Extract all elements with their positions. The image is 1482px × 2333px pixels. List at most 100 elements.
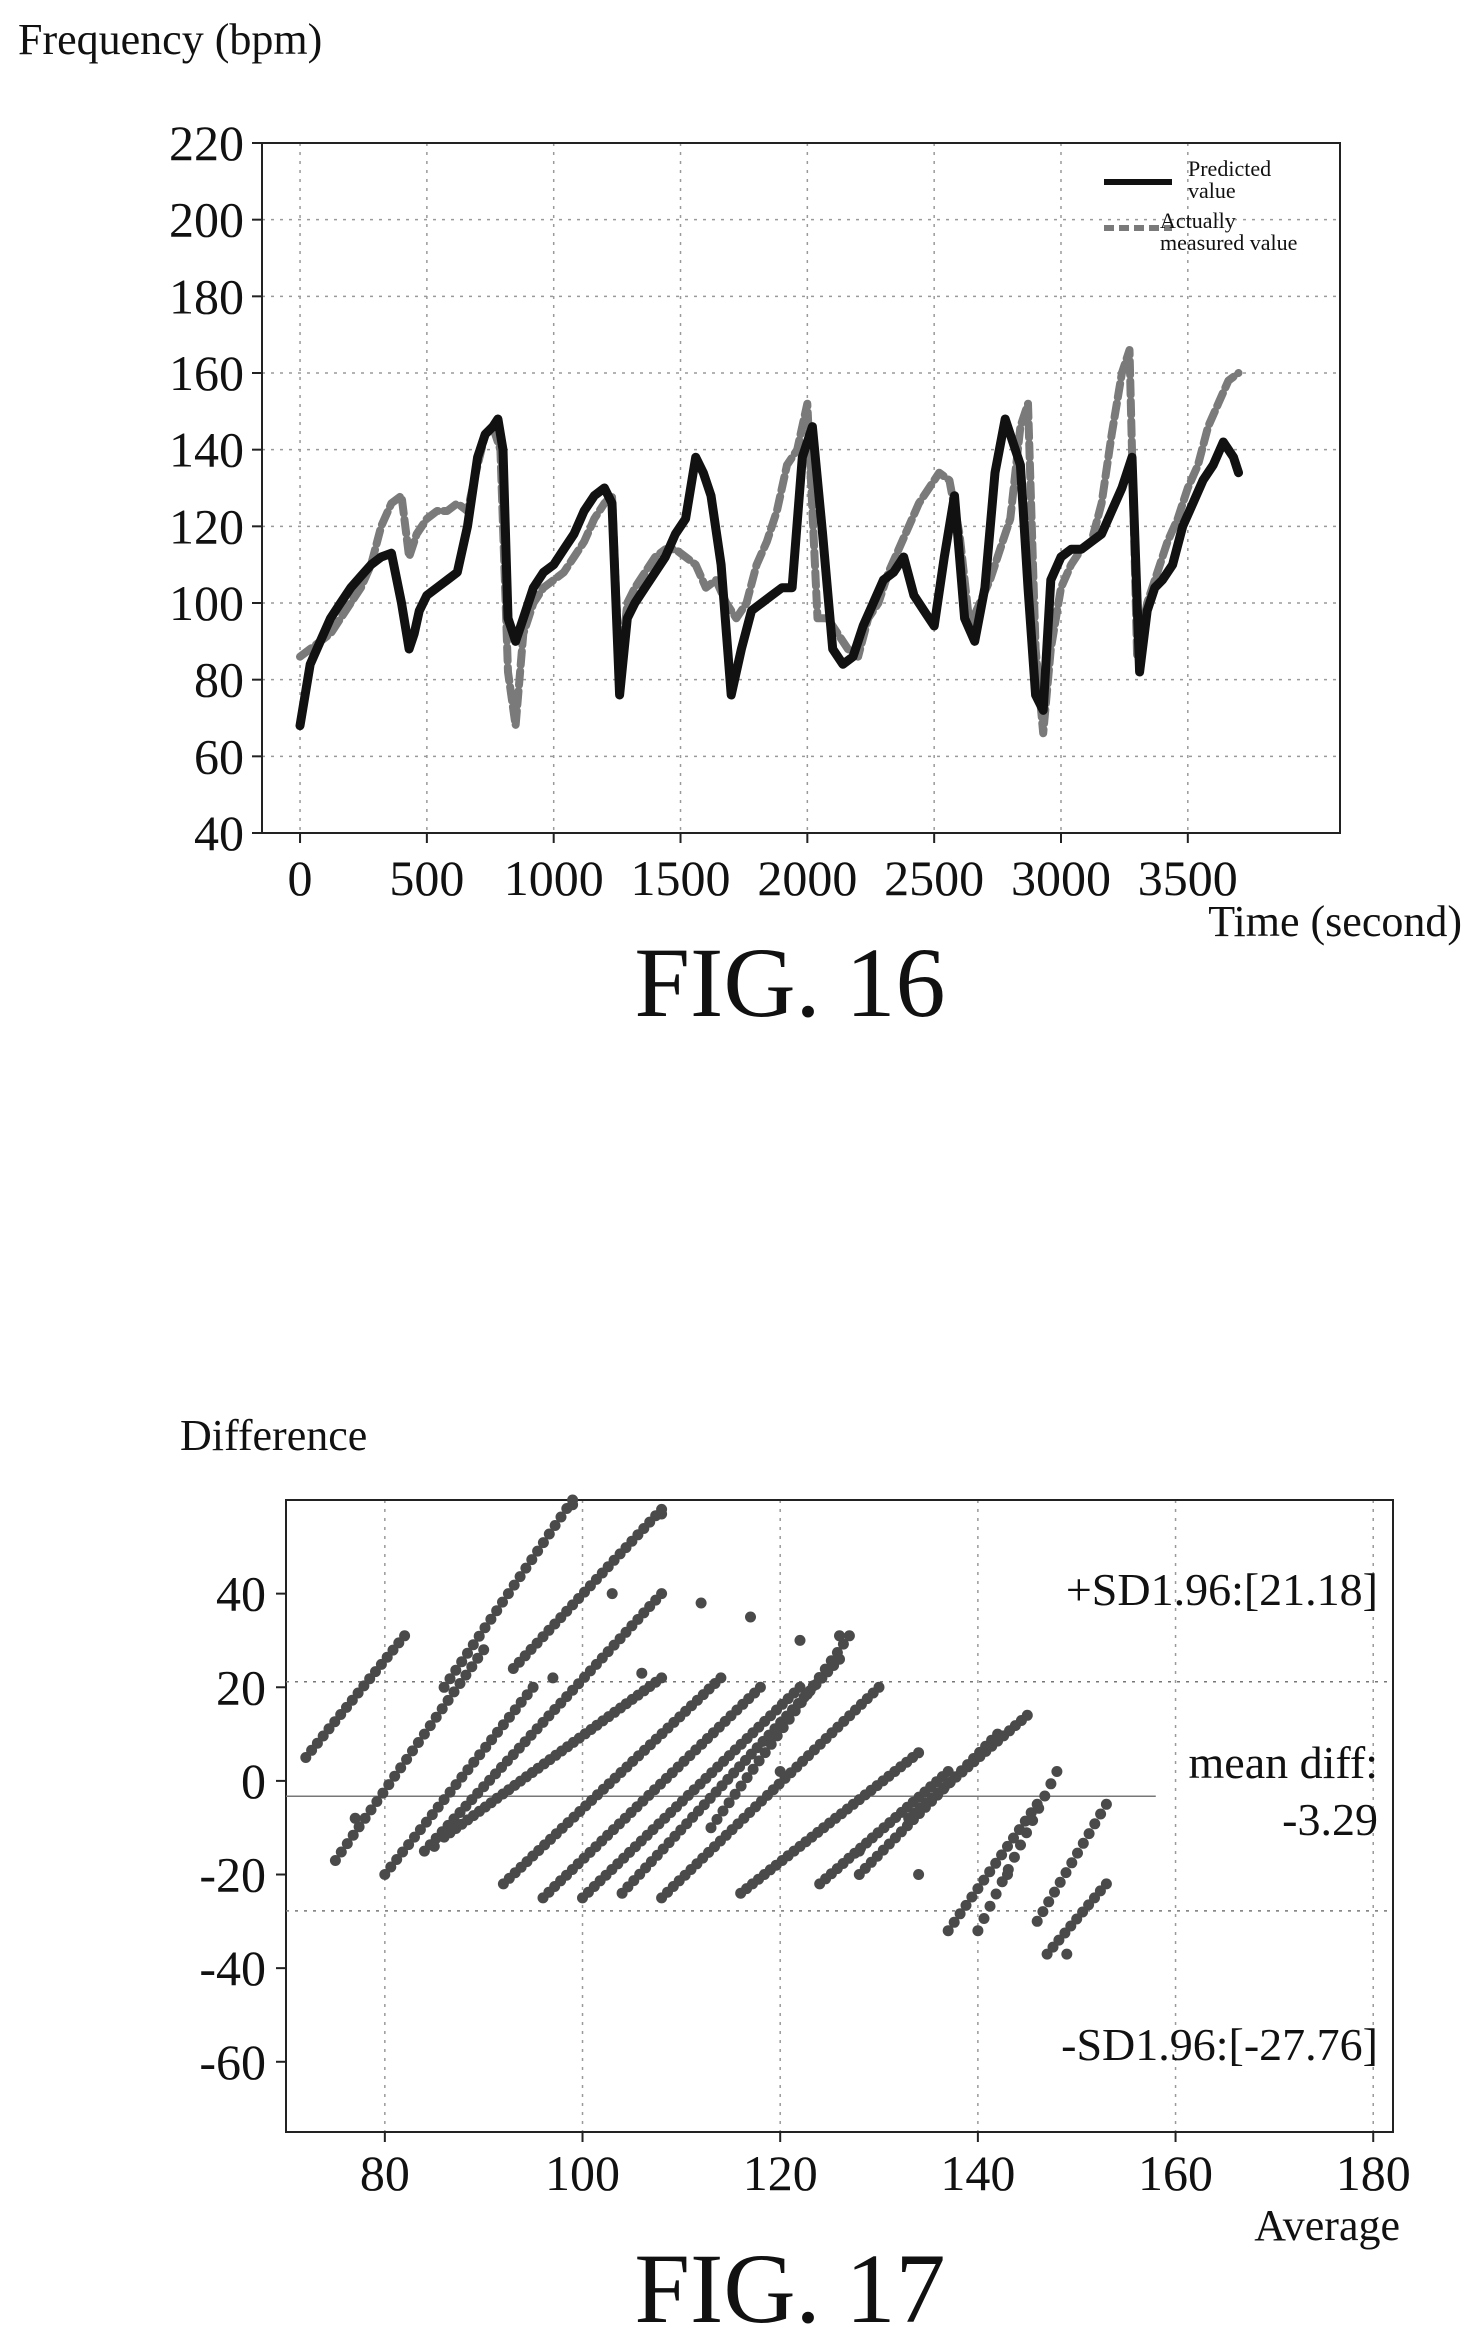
scatter-point	[492, 1726, 503, 1738]
scatter-point	[1002, 1840, 1013, 1852]
scatter-point	[514, 1571, 526, 1583]
scatter-point	[656, 1588, 668, 1600]
fig17-annotations: +SD1.96:[21.18] mean diff: -3.29 -SD1.96…	[1061, 1564, 1378, 2070]
scatter-point	[1100, 1878, 1112, 1890]
scatter-point	[444, 1786, 456, 1798]
legend-predicted-label: Predicted value	[1188, 156, 1271, 203]
scatter-point	[948, 1916, 960, 1928]
scatter-point	[547, 1672, 559, 1684]
fig17-y-tick-label: 40	[216, 1566, 266, 1622]
scatter-point	[1061, 1948, 1073, 1960]
scatter-point	[978, 1913, 990, 1924]
scatter-point	[456, 1656, 468, 1668]
scatter-point	[480, 1741, 492, 1753]
scatter-point	[567, 1499, 579, 1511]
scatter-point	[395, 1762, 407, 1774]
scatter-point	[723, 1797, 735, 1809]
scatter-point	[442, 1694, 454, 1706]
scatter-point	[1015, 1839, 1026, 1851]
scatter-point	[527, 1681, 539, 1693]
scatter-point	[1089, 1818, 1101, 1830]
scatter-point	[729, 1788, 741, 1800]
scatter-point	[656, 1508, 668, 1520]
scatter-point	[438, 1794, 450, 1806]
scatter-point	[349, 1812, 361, 1824]
scatter-point	[717, 1805, 729, 1817]
fig16-y-tick-label: 80	[194, 652, 244, 708]
scatter-point	[359, 1812, 371, 1824]
scatter-point	[491, 1605, 503, 1617]
scatter-point	[407, 1745, 418, 1757]
scatter-point	[353, 1821, 365, 1833]
scatter-point	[747, 1763, 759, 1775]
scatter-point	[705, 1822, 717, 1834]
scatter-point	[329, 1855, 341, 1866]
scatter-point	[430, 1711, 442, 1723]
scatter-point	[795, 1697, 807, 1708]
fig16-x-axis-title: Time (second)	[1208, 897, 1462, 946]
scatter-point	[532, 1545, 544, 1557]
scatter-point	[745, 1611, 756, 1623]
mean-diff-label: mean diff:	[1189, 1737, 1378, 1788]
scatter-point	[984, 1900, 996, 1912]
scatter-point	[456, 1771, 468, 1783]
scatter-point	[774, 1766, 786, 1777]
scatter-point	[467, 1639, 479, 1651]
scatter-point	[834, 1630, 845, 1642]
scatter-point	[420, 1816, 432, 1828]
fig16-legend: Predicted value Actually measured value	[1104, 156, 1297, 255]
scatter-point	[1049, 1886, 1060, 1898]
scatter-point	[385, 1861, 397, 1873]
scatter-point	[409, 1831, 420, 1843]
fig16-y-tick-label: 100	[169, 575, 244, 631]
fig16-y-tick-label: 160	[169, 345, 244, 401]
scatter-point	[401, 1753, 413, 1765]
scatter-point	[783, 1713, 795, 1725]
scatter-point	[438, 1681, 450, 1693]
scatter-point	[1045, 1778, 1057, 1790]
fig17-y-tick-label: -40	[199, 1940, 266, 1996]
scatter-point	[1033, 1802, 1045, 1814]
fig17-plot-frame	[285, 1499, 1394, 2133]
scatter-point	[715, 1672, 727, 1684]
scatter-point	[414, 1824, 426, 1836]
scatter-point	[555, 1511, 567, 1523]
fig17-y-axis-title: Difference	[180, 1411, 367, 1460]
scatter-point	[377, 1787, 389, 1799]
scatter-point	[1051, 1766, 1063, 1777]
fig16-x-tick-label: 500	[389, 850, 464, 906]
scatter-point	[695, 1597, 707, 1609]
scatter-point	[428, 1840, 440, 1852]
chart-fig17: Difference 80 100 120 140 160 180 -60 -40 -20 0 20…	[180, 1411, 1411, 2333]
scatter-point	[754, 1681, 766, 1693]
scatter-point	[972, 1883, 984, 1895]
scatter-point	[479, 1622, 491, 1634]
fig17-x-tick-label: 140	[940, 2145, 1015, 2201]
scatter-point	[515, 1696, 527, 1708]
scatter-point	[831, 1647, 843, 1658]
fig16-x-tick-label: 0	[288, 850, 313, 906]
scatter-point	[397, 1846, 409, 1858]
fig16-y-tick-label: 140	[169, 422, 244, 478]
scatter-point	[1072, 1847, 1083, 1859]
fig16-plot-frame	[261, 142, 1341, 834]
scatter-point	[450, 1779, 462, 1791]
fig17-y-tick-label: -60	[199, 2034, 266, 2090]
scatter-point	[543, 1528, 555, 1540]
scatter-point	[1066, 1857, 1078, 1869]
scatter-point	[436, 1703, 448, 1715]
scatter-point	[960, 1899, 972, 1911]
scatter-point	[996, 1849, 1008, 1861]
scatter-point	[1008, 1832, 1019, 1844]
scatter-point	[813, 1672, 825, 1683]
fig16-x-tick-label: 1500	[631, 850, 731, 906]
scatter-point	[520, 1562, 532, 1574]
scatter-point	[448, 1686, 460, 1698]
scatter-point	[486, 1734, 498, 1746]
scatter-point	[913, 1747, 925, 1759]
fig16-x-tick-label: 3500	[1138, 850, 1238, 906]
scatter-point	[335, 1846, 347, 1858]
scatter-point	[502, 1588, 514, 1600]
scatter-point	[765, 1738, 777, 1750]
scatter-point	[990, 1857, 1002, 1869]
